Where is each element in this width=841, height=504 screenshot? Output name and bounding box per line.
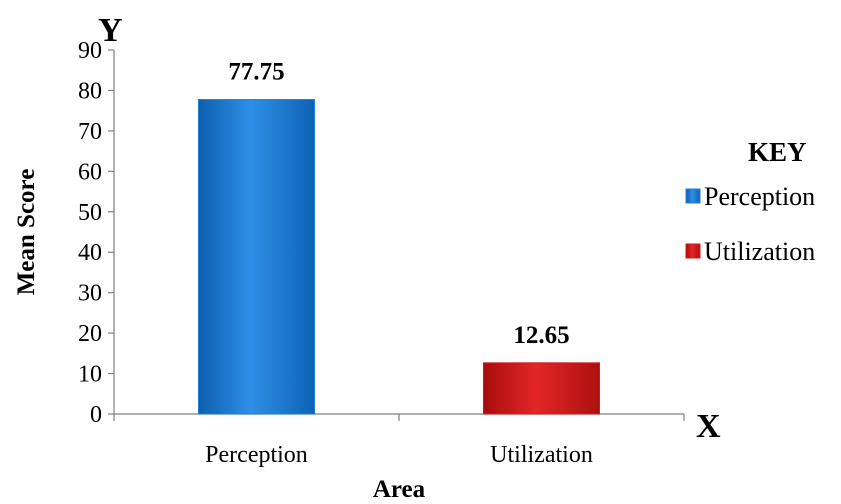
data-label-perception: 77.75 xyxy=(228,59,284,86)
x-tick-label: Perception xyxy=(205,442,308,468)
legend: KEY Perception Utilization xyxy=(685,137,815,266)
legend-title: KEY xyxy=(748,137,807,167)
x-axis-title: Area xyxy=(373,476,426,503)
y-tick-label: 0 xyxy=(90,402,102,428)
y-axis-letter: Y xyxy=(98,12,123,49)
y-tick-label: 90 xyxy=(78,38,102,64)
bar-utilization xyxy=(483,362,600,415)
legend-label-perception: Perception xyxy=(704,182,815,211)
y-tick-label: 80 xyxy=(78,78,102,104)
y-axis-title: Mean Score xyxy=(13,169,40,296)
y-tick-label: 20 xyxy=(78,321,102,347)
x-tick-label: Utilization xyxy=(490,442,593,468)
y-tick-label: 60 xyxy=(78,159,102,185)
legend-label-utilization: Utilization xyxy=(704,237,815,266)
legend-swatch-perception xyxy=(685,188,701,204)
y-tick-label: 50 xyxy=(78,200,102,226)
x-axis-letter: X xyxy=(696,408,721,445)
y-tick-label: 30 xyxy=(78,281,102,307)
bars xyxy=(198,99,600,415)
labels: 77.75 Perception 12.65 Utilization Area Mean … xyxy=(13,12,721,503)
data-label-utilization: 12.65 xyxy=(513,322,569,349)
legend-swatch-utilization xyxy=(685,243,701,259)
axes: 0 10 20 30 40 50 60 70 80 90 xyxy=(78,38,685,428)
bar-perception xyxy=(198,99,315,415)
y-tick-label: 10 xyxy=(78,362,102,388)
y-tick-label: 40 xyxy=(78,240,102,266)
y-tick-label: 70 xyxy=(78,119,102,145)
